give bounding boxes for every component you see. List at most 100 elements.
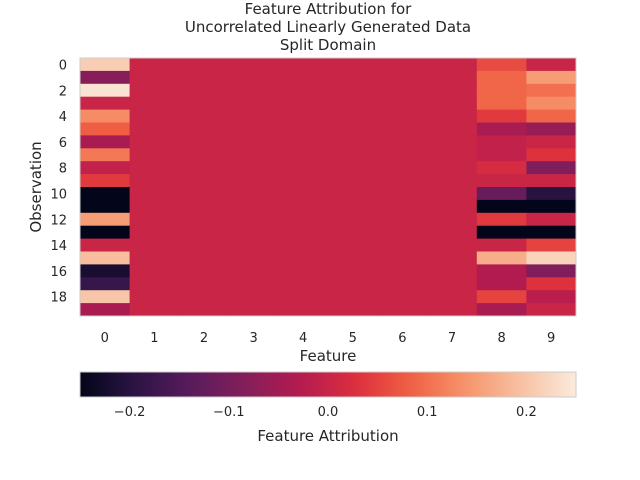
heatmap-cell bbox=[228, 70, 279, 85]
heatmap-cell bbox=[278, 187, 329, 201]
heatmap-cell bbox=[427, 109, 478, 123]
heatmap-cell bbox=[427, 187, 478, 201]
y-tick-label: 14 bbox=[50, 239, 67, 254]
heatmap-cell bbox=[80, 251, 131, 265]
y-tick-label: 16 bbox=[50, 265, 67, 280]
heatmap-cell bbox=[228, 109, 279, 123]
y-tick-label: 6 bbox=[59, 136, 67, 151]
heatmap-cell bbox=[476, 212, 527, 227]
heatmap-cell bbox=[179, 238, 230, 252]
heatmap-cell bbox=[80, 109, 131, 123]
heatmap-cell bbox=[179, 303, 230, 317]
heatmap-cell bbox=[278, 148, 329, 162]
heatmap-cell bbox=[228, 83, 279, 98]
heatmap-cell bbox=[328, 238, 379, 252]
heatmap-cell bbox=[377, 251, 428, 265]
heatmap-cell bbox=[377, 303, 428, 317]
heatmap-cell bbox=[278, 199, 329, 214]
heatmap-cells bbox=[80, 58, 577, 317]
x-axis-label: Feature bbox=[300, 347, 357, 365]
heatmap-cell bbox=[80, 187, 131, 201]
x-tick-label: 7 bbox=[448, 331, 456, 346]
heatmap-cell bbox=[328, 135, 379, 149]
heatmap-cell bbox=[377, 212, 428, 227]
heatmap-cell bbox=[526, 174, 577, 188]
heatmap-cell bbox=[377, 187, 428, 201]
heatmap-cell bbox=[328, 174, 379, 188]
x-tick-label: 0 bbox=[101, 331, 109, 346]
x-tick-label: 6 bbox=[398, 331, 406, 346]
heatmap-cell bbox=[377, 290, 428, 304]
heatmap-cell bbox=[427, 161, 478, 175]
heatmap-cell bbox=[427, 290, 478, 304]
heatmap-cell bbox=[476, 122, 527, 136]
heatmap-cell bbox=[427, 199, 478, 214]
heatmap-cell bbox=[328, 58, 379, 72]
heatmap-cell bbox=[377, 174, 428, 188]
heatmap-cell bbox=[328, 199, 379, 214]
y-axis-label: Observation bbox=[27, 141, 45, 232]
heatmap-cell bbox=[476, 161, 527, 175]
heatmap-cell bbox=[476, 225, 527, 240]
heatmap-cell bbox=[278, 264, 329, 278]
y-tick-labels: 0 2 4 6 8 10 12 14 16 18 bbox=[50, 58, 67, 305]
heatmap-cell bbox=[278, 174, 329, 188]
heatmap-cell bbox=[179, 148, 230, 162]
heatmap-cell bbox=[80, 148, 131, 162]
heatmap-cell bbox=[129, 174, 180, 188]
heatmap-cell bbox=[328, 264, 379, 278]
heatmap-cell bbox=[476, 290, 527, 304]
heatmap-cell bbox=[278, 83, 329, 98]
heatmap-cell bbox=[476, 174, 527, 188]
heatmap-cell bbox=[377, 148, 428, 162]
heatmap-cell bbox=[328, 303, 379, 317]
heatmap-cell bbox=[328, 290, 379, 304]
heatmap-cell bbox=[80, 135, 131, 149]
heatmap-cell bbox=[228, 161, 279, 175]
heatmap-cell bbox=[278, 251, 329, 265]
heatmap-cell bbox=[526, 290, 577, 304]
heatmap-cell bbox=[179, 96, 230, 111]
heatmap-cell bbox=[278, 109, 329, 123]
x-tick-label: 1 bbox=[150, 331, 158, 346]
heatmap-cell bbox=[129, 264, 180, 278]
colorbar-tick-label: 0.2 bbox=[516, 405, 537, 420]
heatmap-cell bbox=[228, 303, 279, 317]
heatmap-cell bbox=[80, 277, 131, 291]
heatmap-cell bbox=[179, 264, 230, 278]
heatmap-cell bbox=[427, 148, 478, 162]
heatmap-cell bbox=[526, 264, 577, 278]
heatmap-cell bbox=[228, 96, 279, 111]
colorbar bbox=[79, 371, 577, 398]
heatmap-cell bbox=[129, 225, 180, 240]
heatmap-cell bbox=[278, 122, 329, 136]
x-tick-label: 2 bbox=[200, 331, 208, 346]
heatmap-cell bbox=[526, 58, 577, 72]
heatmap-cell bbox=[427, 122, 478, 136]
heatmap-cell bbox=[427, 70, 478, 85]
heatmap-cell bbox=[476, 83, 527, 98]
heatmap-cell bbox=[328, 83, 379, 98]
heatmap-cell bbox=[179, 225, 230, 240]
heatmap-cell bbox=[228, 199, 279, 214]
y-tick-label: 0 bbox=[59, 58, 67, 73]
heatmap-cell bbox=[129, 187, 180, 201]
heatmap-cell bbox=[476, 148, 527, 162]
heatmap-cell bbox=[427, 303, 478, 317]
heatmap-cell bbox=[526, 199, 577, 214]
colorbar-label: Feature Attribution bbox=[257, 427, 398, 445]
heatmap-cell bbox=[377, 238, 428, 252]
heatmap-cell bbox=[278, 58, 329, 72]
heatmap-cell bbox=[80, 225, 131, 240]
heatmap-cell bbox=[476, 303, 527, 317]
heatmap-cell bbox=[476, 70, 527, 85]
x-tick-labels: 0 1 2 3 4 5 6 7 8 9 bbox=[101, 331, 556, 346]
chart-title-line: Split Domain bbox=[280, 36, 376, 54]
heatmap-cell bbox=[80, 212, 131, 227]
heatmap-cell bbox=[377, 161, 428, 175]
heatmap-cell bbox=[427, 277, 478, 291]
y-tick-label: 18 bbox=[50, 291, 67, 306]
heatmap-cell bbox=[80, 174, 131, 188]
colorbar-tick-label: 0.1 bbox=[417, 405, 438, 420]
chart-title-line: Uncorrelated Linearly Generated Data bbox=[185, 18, 471, 36]
